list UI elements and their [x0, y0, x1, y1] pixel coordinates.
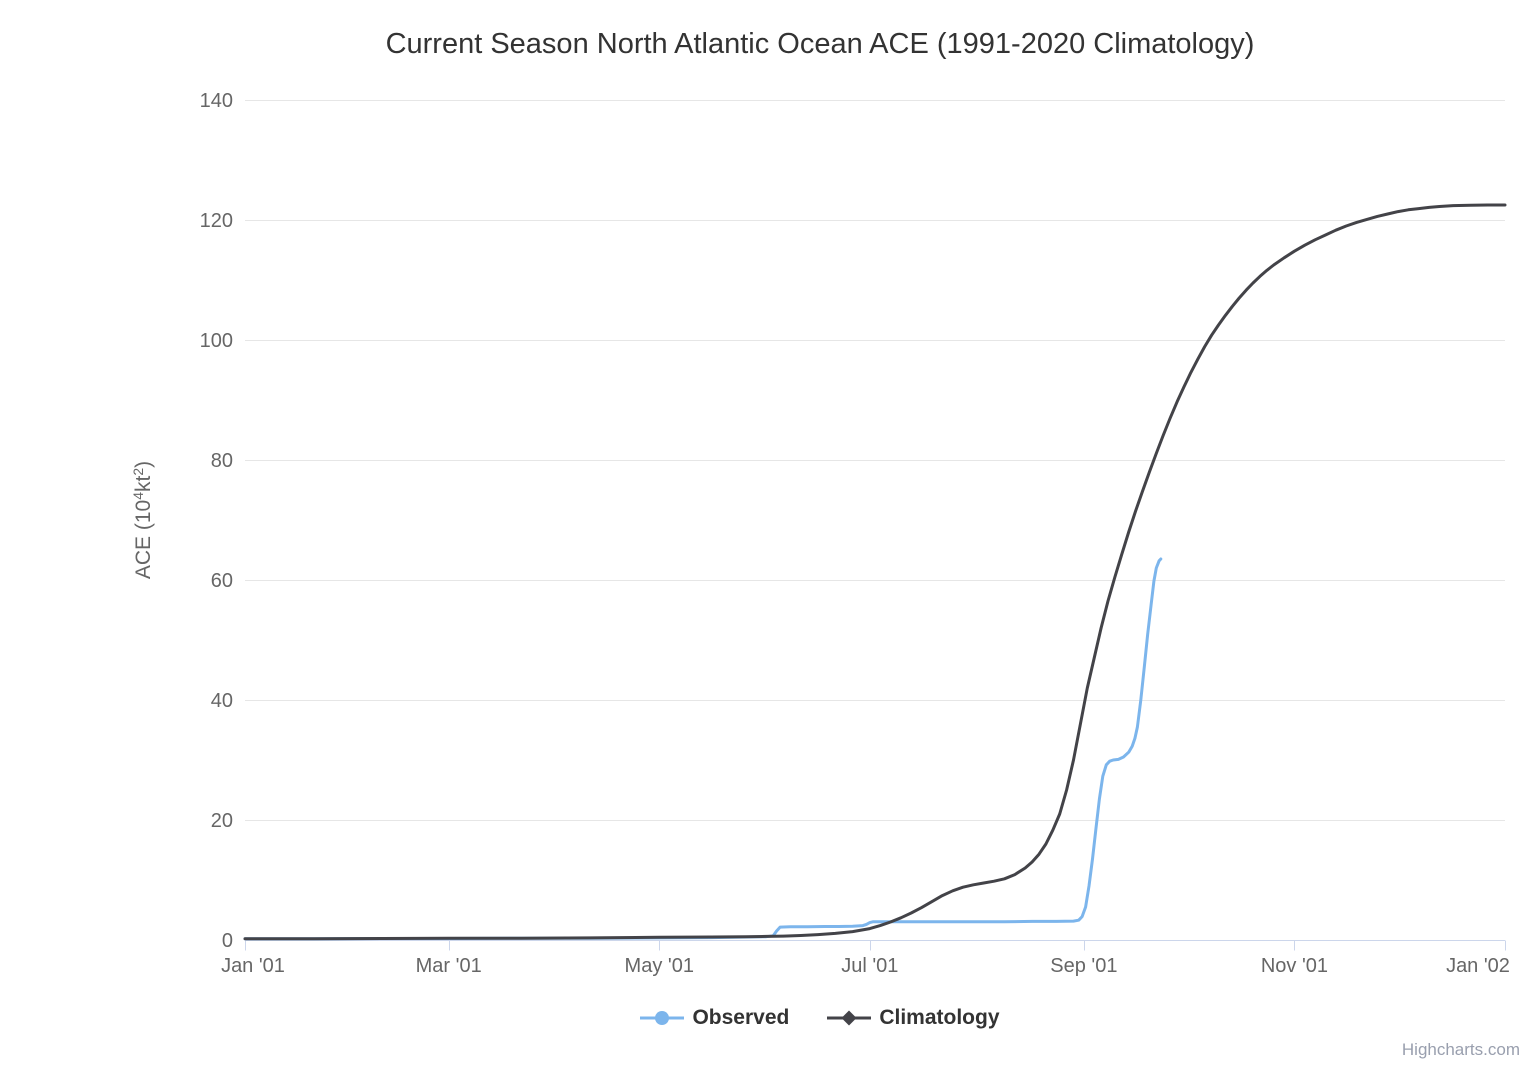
y-axis-title: ACE (104kt2)	[130, 461, 155, 579]
legend-item-observed[interactable]: Observed	[640, 1006, 789, 1030]
y-tick-label: 100	[200, 330, 233, 352]
y-tick-label: 0	[222, 930, 233, 952]
legend-label-observed: Observed	[692, 1006, 790, 1029]
x-tick-label: Nov '01	[1261, 955, 1328, 977]
x-tick-label: Jan '02	[1446, 955, 1510, 977]
y-tick-label: 40	[211, 690, 233, 712]
series-observed-line[interactable]	[243, 557, 1163, 941]
chart-title: Current Season North Atlantic Ocean ACE …	[385, 28, 1255, 60]
x-tick-label: Mar '01	[416, 955, 482, 977]
y-tick-label: 120	[200, 210, 233, 232]
climatology-line-diamond-icon	[827, 1010, 872, 1026]
y-tick-label: 140	[200, 90, 233, 112]
x-tick-label: Sep '01	[1050, 955, 1117, 977]
series-climatology-line[interactable]	[243, 203, 1507, 941]
x-tick-label: Jan '01	[221, 955, 285, 977]
legend-label-climatology: Climatology	[879, 1006, 1000, 1029]
y-tick-label: 80	[211, 450, 233, 472]
highcharts-credit[interactable]: Highcharts.com	[1401, 1040, 1520, 1059]
legend-item-climatology[interactable]: Climatology	[827, 1006, 1000, 1030]
observed-line-circle-icon	[640, 1011, 685, 1025]
y-tick-label: 60	[211, 570, 233, 592]
y-tick-label: 20	[211, 810, 233, 832]
x-tick-label: May '01	[625, 955, 694, 977]
x-tick-label: Jul '01	[841, 955, 898, 977]
legend: Observed Climatology	[100, 1006, 1540, 1030]
